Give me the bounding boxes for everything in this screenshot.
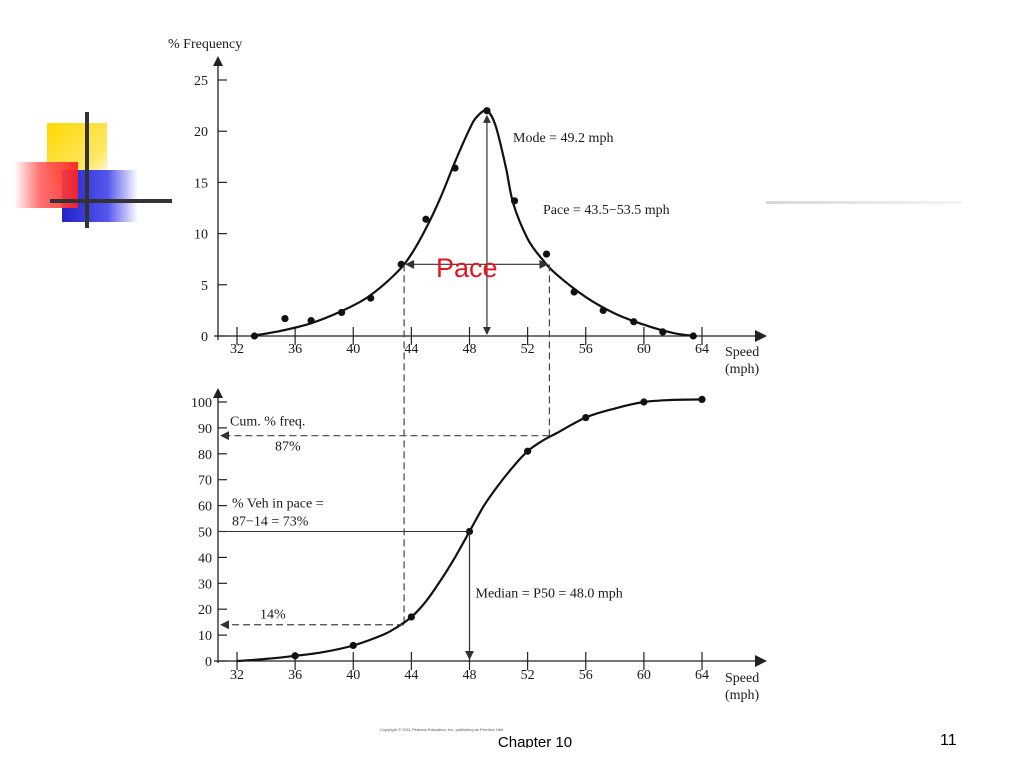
bottom-x-tick-label: 32 — [230, 668, 244, 683]
frequency-curve — [251, 109, 695, 338]
slide-number: 11 — [940, 732, 957, 749]
mode-arrow-top — [482, 114, 491, 123]
top-y-tick-label: 20 — [194, 125, 208, 140]
pace-label: Pace — [436, 253, 498, 283]
speed-distribution-figure: % Frequency 0 5 10 15 20 25 32 36 40 44 48 52 56 60 6… — [168, 37, 767, 703]
cumulative-point — [349, 641, 357, 650]
bottom-y-tick-label: 10 — [198, 629, 212, 644]
bottom-x-tick-label: 48 — [463, 668, 477, 683]
bottom-y-tick-label: 0 — [205, 655, 212, 670]
top-x-tick-label: 56 — [579, 342, 593, 357]
frequency-point — [630, 318, 638, 326]
bottom-y-tick-label: 90 — [198, 422, 212, 437]
bottom-y-tick-label: 60 — [198, 500, 212, 515]
bottom-y-tick-label: 30 — [198, 577, 212, 592]
cum-14-annotation: 14% — [260, 608, 286, 623]
slide-deco-vertical-line — [85, 112, 89, 228]
top-x-tick-label: 44 — [404, 342, 418, 357]
bottom-y-tick-label: 70 — [198, 474, 212, 489]
frequency-point — [542, 250, 551, 258]
bottom-y-ticks: 0 10 20 30 40 50 60 70 80 90 100 — [191, 396, 227, 670]
bottom-x-axis-unit: (mph) — [725, 688, 760, 703]
frequency-point — [397, 260, 405, 268]
median-arrow — [465, 651, 474, 660]
veh-in-pace-calc: 87−14 = 73% — [232, 515, 309, 530]
top-y-tick-label: 15 — [194, 176, 208, 191]
bottom-x-tick-label: 52 — [521, 668, 535, 683]
top-y-axis-label: % Frequency — [168, 37, 242, 52]
top-x-tick-label: 52 — [521, 342, 535, 357]
bottom-x-ticks: 32 36 40 44 48 52 56 60 64 — [230, 652, 709, 683]
mode-arrow-bottom — [482, 326, 491, 335]
bottom-x-axis-label: Speed — [725, 671, 759, 686]
cumulative-point — [582, 413, 590, 422]
copyright-text: Copyright © 2011 Pearson Education, Inc.… — [380, 727, 503, 732]
frequency-point — [451, 164, 459, 172]
bottom-x-tick-label: 64 — [695, 668, 709, 683]
bottom-x-axis-arrow — [755, 655, 767, 667]
bottom-x-tick-label: 40 — [346, 668, 360, 683]
frequency-point — [250, 332, 259, 340]
top-x-axis-label: Speed — [725, 345, 759, 360]
bottom-x-tick-label: 36 — [288, 668, 302, 683]
frequency-point — [281, 314, 289, 323]
frequency-points — [250, 107, 697, 340]
bottom-y-tick-label: 50 — [198, 526, 212, 541]
cumulative-point — [291, 652, 299, 660]
frequency-point — [599, 306, 607, 314]
chapter-footer: Chapter 10 — [497, 734, 573, 748]
pace-arrow-left — [405, 259, 415, 269]
mode-annotation: Mode = 49.2 mph — [513, 131, 613, 146]
frequency-distribution-chart: % Frequency 0 5 10 15 20 25 32 36 40 44 48 52 56 60 6… — [168, 37, 767, 377]
cum-87-arrow — [220, 431, 229, 441]
bottom-y-tick-label: 20 — [198, 603, 212, 618]
bottom-x-tick-label: 56 — [579, 668, 593, 683]
top-x-axis-unit: (mph) — [725, 362, 760, 377]
top-y-axis-arrow — [213, 56, 223, 66]
top-x-axis-arrow — [755, 330, 767, 342]
frequency-point — [307, 317, 315, 325]
top-y-tick-label: 5 — [201, 279, 208, 294]
veh-in-pace-annotation: % Veh in pace = — [232, 497, 324, 512]
top-y-tick-label: 0 — [201, 330, 208, 345]
top-x-tick-label: 32 — [230, 342, 244, 357]
frequency-point — [367, 294, 375, 302]
bottom-x-tick-label: 60 — [637, 668, 651, 683]
cumulative-point — [698, 395, 706, 404]
cumulative-points — [291, 395, 706, 660]
bottom-y-tick-label: 40 — [198, 551, 212, 566]
top-x-tick-label: 36 — [288, 342, 302, 357]
bottom-y-axis-arrow — [213, 388, 223, 398]
cum-freq-annotation: Cum. % freq. — [230, 415, 305, 430]
frequency-point — [422, 215, 430, 223]
top-y-tick-label: 10 — [194, 228, 208, 243]
top-y-ticks: 0 5 10 15 20 25 — [194, 74, 227, 345]
median-annotation: Median = P50 = 48.0 mph — [476, 586, 623, 601]
frequency-point — [689, 332, 697, 340]
frequency-point — [338, 308, 346, 317]
top-x-ticks: 32 36 40 44 48 52 56 60 64 — [230, 327, 709, 357]
slide-deco-title-underline — [766, 201, 962, 204]
top-x-tick-label: 48 — [463, 342, 477, 357]
slide-deco-horizontal-line — [50, 199, 172, 203]
top-x-tick-label: 60 — [637, 342, 651, 357]
cumulative-point — [524, 447, 532, 455]
cumulative-point — [640, 398, 648, 406]
bottom-x-tick-label: 44 — [404, 668, 418, 683]
cumulative-distribution-chart: 0 10 20 30 40 50 60 70 80 90 100 32 36 40 44 48 52 56 60 6… — [191, 388, 767, 703]
cum-87-annotation: 87% — [275, 440, 301, 455]
frequency-point — [510, 197, 519, 205]
top-x-tick-label: 40 — [346, 342, 360, 357]
pace-arrow-right — [539, 259, 549, 269]
pace-range-annotation: Pace = 43.5−53.5 mph — [543, 203, 670, 218]
top-x-tick-label: 64 — [695, 342, 709, 357]
bottom-y-tick-label: 80 — [198, 448, 212, 463]
cum-14-arrow — [220, 620, 229, 630]
bottom-y-tick-label: 100 — [191, 396, 212, 411]
cumulative-point — [407, 613, 415, 621]
frequency-point — [570, 288, 578, 296]
frequency-point — [483, 107, 491, 115]
top-y-tick-label: 25 — [194, 74, 208, 89]
frequency-point — [659, 328, 667, 336]
